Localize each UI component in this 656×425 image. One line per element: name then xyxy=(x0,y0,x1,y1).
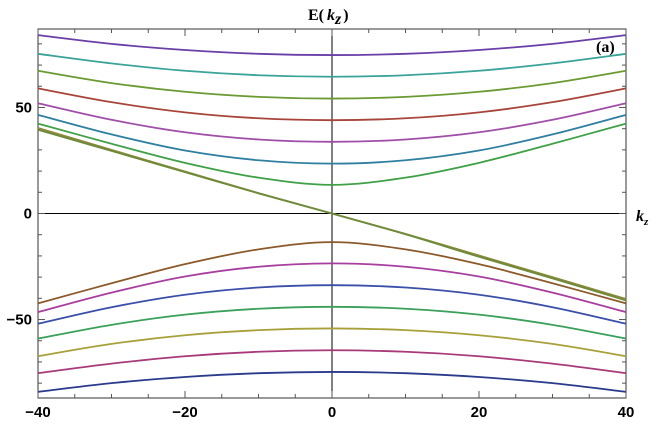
x-tick-label: −20 xyxy=(172,404,197,421)
x-tick-label: 40 xyxy=(618,404,635,421)
ticks xyxy=(37,29,627,398)
y-tick-label: 50 xyxy=(15,99,32,116)
series-line-16 xyxy=(37,371,627,393)
series-line-7 xyxy=(37,122,627,186)
x-axis-title: kz xyxy=(636,208,649,228)
y-axis-title: E(kz) xyxy=(308,7,349,28)
panel-label: (a) xyxy=(596,39,615,56)
series-line-9 xyxy=(37,128,627,302)
series-lines xyxy=(37,34,627,393)
series-line-15 xyxy=(37,349,627,375)
x-tick-label: −40 xyxy=(25,404,50,421)
series-line-3 xyxy=(37,69,627,100)
series-line-6 xyxy=(37,114,627,165)
x-tick-label: 20 xyxy=(471,404,488,421)
series-line-10 xyxy=(37,241,627,305)
series-line-12 xyxy=(37,284,627,325)
x-tick-label: 0 xyxy=(328,404,336,421)
y-tick-label: −50 xyxy=(7,312,32,329)
series-line-14 xyxy=(37,327,627,358)
series-line-2 xyxy=(37,52,627,78)
series-line-1 xyxy=(37,34,627,56)
series-line-11 xyxy=(37,262,627,313)
tick-labels: −40 −20 0 20 40 −50 0 50 xyxy=(7,99,635,421)
series-line-13 xyxy=(37,305,627,340)
series-line-5 xyxy=(37,102,627,143)
y-tick-label: 0 xyxy=(24,206,32,223)
series-line-4 xyxy=(37,87,627,122)
